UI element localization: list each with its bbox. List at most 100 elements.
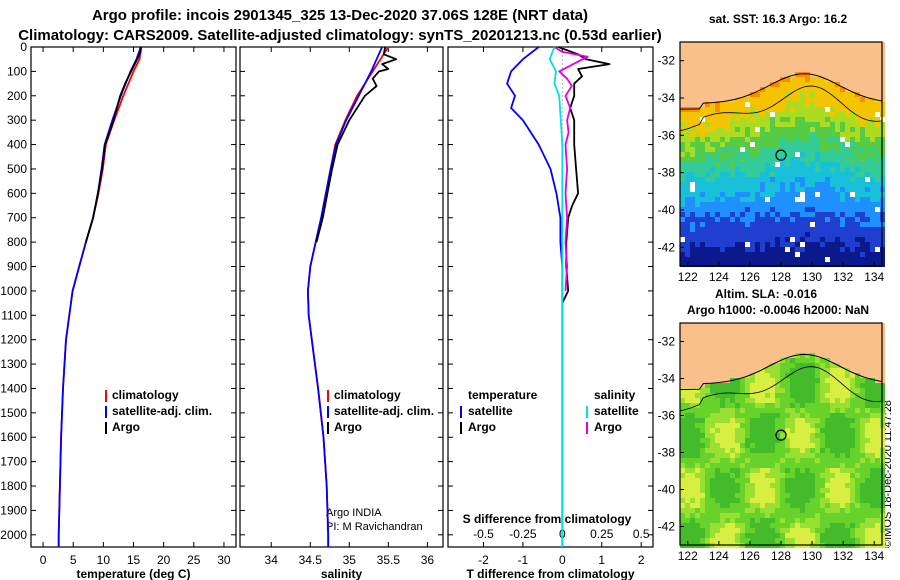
map-cell xyxy=(775,393,780,398)
map-cell xyxy=(815,323,820,328)
map-cell xyxy=(795,468,800,473)
map-cell xyxy=(700,363,705,368)
map-cell xyxy=(860,453,865,458)
map-cell xyxy=(830,252,835,257)
legend-label-t-satellite: satellite xyxy=(468,404,513,418)
map-cell xyxy=(710,217,715,222)
map-cell xyxy=(745,493,750,498)
map-cell xyxy=(755,413,760,418)
map-cell xyxy=(855,112,860,117)
map-cell xyxy=(860,142,865,147)
map-cell xyxy=(680,147,685,152)
map-cell xyxy=(780,182,785,187)
map-cell xyxy=(815,87,820,92)
map-cell xyxy=(815,523,820,528)
map-cell xyxy=(690,197,695,202)
map-cell xyxy=(785,348,790,353)
map-cell xyxy=(755,212,760,217)
map-cell xyxy=(845,52,850,57)
map-cell xyxy=(695,413,700,418)
map-cell xyxy=(740,393,745,398)
map-cell xyxy=(810,478,815,483)
map-cell xyxy=(820,408,825,413)
map-cell xyxy=(745,217,750,222)
map-cell xyxy=(690,242,695,247)
map-cell xyxy=(685,52,690,57)
map-cell xyxy=(870,202,875,207)
map-cell xyxy=(850,478,855,483)
map-cell xyxy=(840,493,845,498)
map-cell xyxy=(800,227,805,232)
map-cell xyxy=(870,177,875,182)
map-cell xyxy=(735,182,740,187)
map-cell xyxy=(750,87,755,92)
map-cell xyxy=(735,232,740,237)
map-cell xyxy=(690,227,695,232)
map-cell xyxy=(680,358,685,363)
map-cell xyxy=(775,167,780,172)
map-cell xyxy=(820,102,825,107)
map-cell xyxy=(710,177,715,182)
map-cell xyxy=(830,137,835,142)
map-cell xyxy=(725,458,730,463)
map-cell xyxy=(755,343,760,348)
map-cell xyxy=(870,483,875,488)
map-cell xyxy=(870,433,875,438)
map-cell xyxy=(780,127,785,132)
map-cell xyxy=(700,232,705,237)
map-cell xyxy=(840,358,845,363)
map-cell xyxy=(850,212,855,217)
map-cell xyxy=(810,358,815,363)
map-cell xyxy=(840,518,845,523)
map-cell xyxy=(825,333,830,338)
map-cell xyxy=(755,333,760,338)
map-cell xyxy=(705,343,710,348)
map-cell xyxy=(825,87,830,92)
map-cell xyxy=(800,157,805,162)
map-cell xyxy=(860,242,865,247)
map-cell xyxy=(860,533,865,538)
map-cell xyxy=(765,222,770,227)
map-cell xyxy=(745,513,750,518)
map-cell xyxy=(790,378,795,383)
map-cell xyxy=(710,82,715,87)
map-cell xyxy=(745,443,750,448)
map-cell xyxy=(830,523,835,528)
map-cell xyxy=(875,368,880,373)
map-cell xyxy=(685,177,690,182)
map-cell xyxy=(755,237,760,242)
map-cell xyxy=(860,518,865,523)
map-cell xyxy=(745,62,750,67)
depth-tick-label: 1800 xyxy=(0,479,27,493)
map-cell xyxy=(800,167,805,172)
map-cell xyxy=(875,217,880,222)
map-cell xyxy=(815,177,820,182)
map-cell xyxy=(690,393,695,398)
map-cell xyxy=(740,227,745,232)
map-cell xyxy=(800,217,805,222)
map-cell xyxy=(705,438,710,443)
map-cell xyxy=(790,222,795,227)
map-cell xyxy=(775,92,780,97)
map-cell xyxy=(715,57,720,62)
map-cell xyxy=(690,333,695,338)
map-cell xyxy=(755,493,760,498)
lon-tick-label: 126 xyxy=(740,549,760,563)
map-cell xyxy=(680,232,685,237)
map-cell xyxy=(750,408,755,413)
map-cell xyxy=(720,222,725,227)
map-cell xyxy=(845,207,850,212)
annotation-argo-india: Argo INDIA xyxy=(326,507,382,519)
map-cell xyxy=(760,408,765,413)
map-cell xyxy=(705,513,710,518)
map-cell xyxy=(770,328,775,333)
map-cell xyxy=(810,152,815,157)
map-cell xyxy=(695,508,700,513)
map-cell xyxy=(800,363,805,368)
map-cell xyxy=(830,393,835,398)
map-cell xyxy=(830,127,835,132)
map-cell xyxy=(860,523,865,528)
map-cell xyxy=(695,378,700,383)
map-cell xyxy=(710,202,715,207)
